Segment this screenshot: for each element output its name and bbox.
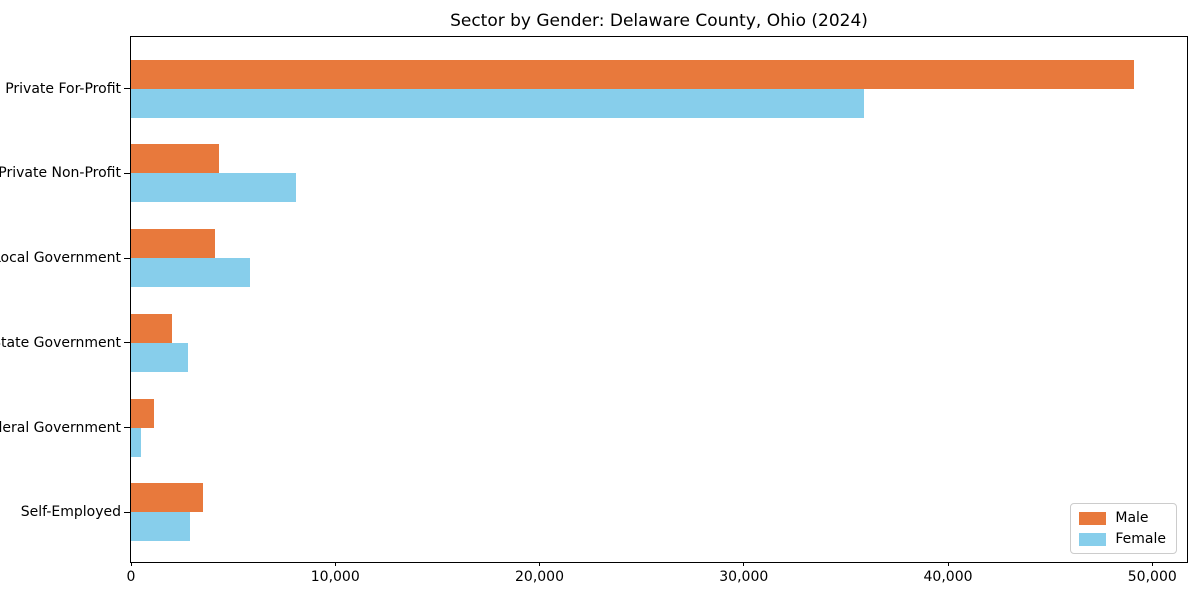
x-axis-tick xyxy=(947,562,949,566)
x-axis-tick xyxy=(539,562,540,566)
male-bar xyxy=(131,229,215,258)
legend-label-male: Male xyxy=(1115,510,1149,526)
male-bar xyxy=(131,144,219,174)
female-bar xyxy=(131,258,250,287)
y-axis-label: Private Non-Profit xyxy=(0,165,121,182)
x-axis-tick xyxy=(1151,562,1153,566)
y-axis-tick xyxy=(124,257,131,259)
chart-title: Sector by Gender: Delaware County, Ohio … xyxy=(450,11,868,31)
legend-item-female: Female xyxy=(1079,531,1166,547)
legend: Male Female xyxy=(1070,503,1177,554)
y-axis-label: Local Government xyxy=(0,250,121,266)
female-swatch-icon xyxy=(1079,532,1107,546)
female-bar xyxy=(131,427,142,457)
x-axis-tick xyxy=(334,562,336,566)
legend-item-male: Male xyxy=(1079,510,1166,526)
x-axis-tick-label: 30,000 xyxy=(719,569,769,585)
y-axis-label: Self-Employed xyxy=(20,504,121,521)
x-axis-tick-label: 10,000 xyxy=(310,569,360,585)
male-swatch-icon xyxy=(1079,511,1107,525)
x-axis-tick-label: 0 xyxy=(126,569,136,585)
x-axis-tick-label: 50,000 xyxy=(1127,569,1177,585)
x-axis-tick-label: 20,000 xyxy=(515,569,564,585)
y-axis-tick xyxy=(124,172,131,174)
x-axis-tick-label: 40,000 xyxy=(923,569,973,585)
y-axis-label: State Government xyxy=(0,334,121,351)
female-bar xyxy=(131,88,865,118)
y-axis-tick xyxy=(124,511,131,513)
male-bar xyxy=(131,483,203,513)
female-bar xyxy=(131,512,191,542)
y-axis-label: Private For-Profit xyxy=(5,80,121,97)
female-bar xyxy=(131,173,297,203)
legend-label-female: Female xyxy=(1115,531,1166,547)
plot-area: Male Female Private For-Profit Private No… xyxy=(0,36,1188,585)
female-bar xyxy=(131,342,189,372)
male-bar xyxy=(131,313,172,343)
y-axis-tick xyxy=(124,427,131,428)
x-axis-tick xyxy=(743,562,745,566)
y-axis-tick xyxy=(124,342,131,344)
male-bar xyxy=(131,398,154,428)
y-axis-label: Federal Government xyxy=(0,419,121,436)
x-axis-tick xyxy=(130,562,132,566)
y-axis-tick xyxy=(124,88,131,89)
male-bar xyxy=(131,59,1134,89)
